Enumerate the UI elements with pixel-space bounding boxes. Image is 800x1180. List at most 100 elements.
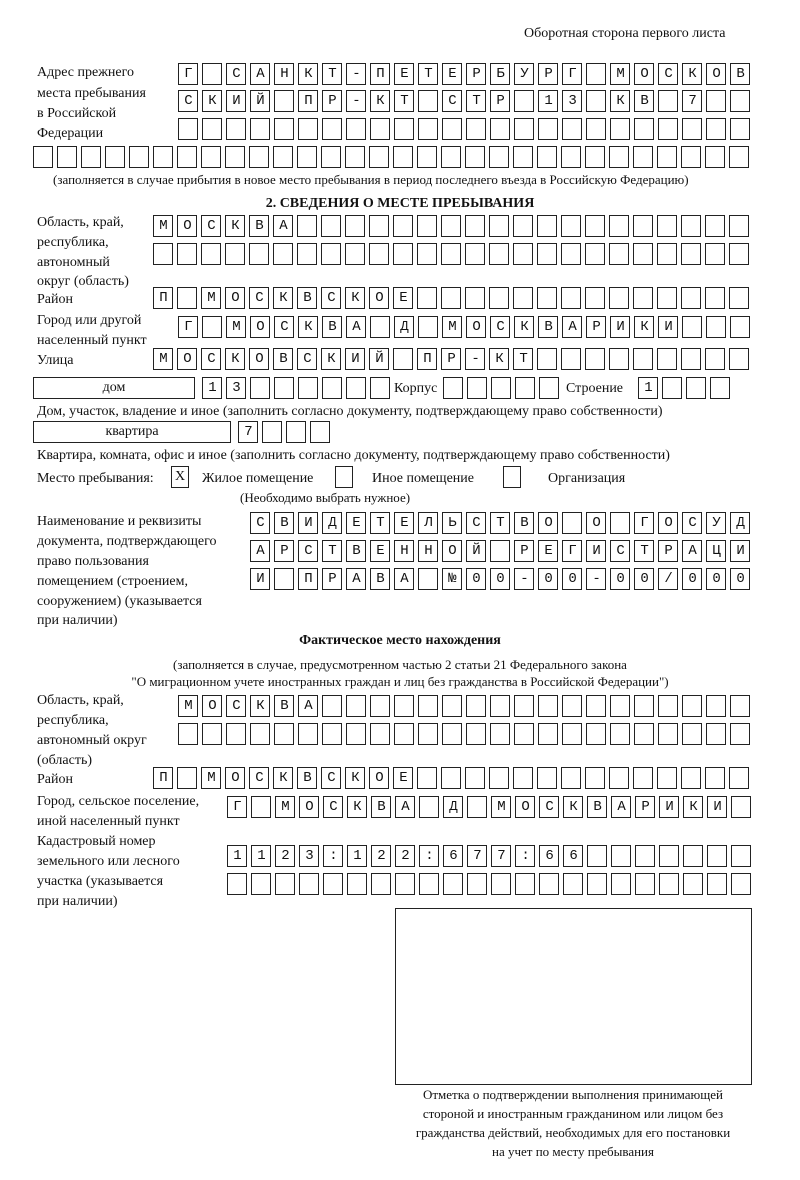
- char-cell[interactable]: [178, 723, 198, 745]
- char-cell[interactable]: [57, 146, 77, 168]
- char-cell[interactable]: [611, 796, 631, 818]
- char-cell[interactable]: [586, 90, 606, 112]
- korpus-row[interactable]: [443, 377, 559, 399]
- char-cell[interactable]: [297, 767, 317, 789]
- char-cell[interactable]: [561, 767, 581, 789]
- char-cell[interactable]: [490, 118, 510, 140]
- char-cell[interactable]: [681, 767, 701, 789]
- char-cell[interactable]: [249, 215, 269, 237]
- char-cell[interactable]: [346, 118, 366, 140]
- char-cell[interactable]: [178, 63, 198, 85]
- char-cell[interactable]: [286, 421, 306, 443]
- char-cell[interactable]: [561, 348, 581, 370]
- char-cell[interactable]: [610, 316, 630, 338]
- char-cell[interactable]: [370, 377, 390, 399]
- char-cell[interactable]: [730, 568, 750, 590]
- char-cell[interactable]: [250, 118, 270, 140]
- char-cell[interactable]: [346, 695, 366, 717]
- char-cell[interactable]: [658, 316, 678, 338]
- char-cell[interactable]: [310, 421, 330, 443]
- char-cell[interactable]: [514, 540, 534, 562]
- char-cell[interactable]: [681, 348, 701, 370]
- char-cell[interactable]: [298, 723, 318, 745]
- char-cell[interactable]: [393, 146, 413, 168]
- char-cell[interactable]: [322, 90, 342, 112]
- char-cell[interactable]: [682, 90, 702, 112]
- char-cell[interactable]: [298, 512, 318, 534]
- char-cell[interactable]: [537, 348, 557, 370]
- char-cell[interactable]: [563, 796, 583, 818]
- char-cell[interactable]: [706, 63, 726, 85]
- char-cell[interactable]: [442, 118, 462, 140]
- char-cell[interactable]: [251, 845, 271, 867]
- char-cell[interactable]: [562, 723, 582, 745]
- char-cell[interactable]: [321, 243, 341, 265]
- char-cell[interactable]: [705, 215, 725, 237]
- char-cell[interactable]: [634, 540, 654, 562]
- char-cell[interactable]: [323, 796, 343, 818]
- char-cell[interactable]: [442, 316, 462, 338]
- char-cell[interactable]: [585, 767, 605, 789]
- char-cell[interactable]: [467, 796, 487, 818]
- char-cell[interactable]: [274, 118, 294, 140]
- char-cell[interactable]: [345, 767, 365, 789]
- char-cell[interactable]: [153, 243, 173, 265]
- char-cell[interactable]: [417, 215, 437, 237]
- doc-row-1[interactable]: СВИДЕТЕЛЬСТВО О ГОСУД: [250, 512, 750, 534]
- char-cell[interactable]: [633, 146, 653, 168]
- char-cell[interactable]: [442, 90, 462, 112]
- char-cell[interactable]: [514, 568, 534, 590]
- char-cell[interactable]: [513, 215, 533, 237]
- char-cell[interactable]: [658, 568, 678, 590]
- char-cell[interactable]: [658, 512, 678, 534]
- char-cell[interactable]: [586, 540, 606, 562]
- char-cell[interactable]: [250, 377, 270, 399]
- char-cell[interactable]: [201, 348, 221, 370]
- char-cell[interactable]: [634, 723, 654, 745]
- char-cell[interactable]: [443, 873, 463, 895]
- char-cell[interactable]: [562, 540, 582, 562]
- char-cell[interactable]: [346, 90, 366, 112]
- char-cell[interactable]: [297, 243, 317, 265]
- char-cell[interactable]: [275, 845, 295, 867]
- char-cell[interactable]: [705, 146, 725, 168]
- char-cell[interactable]: [489, 215, 509, 237]
- char-cell[interactable]: [178, 118, 198, 140]
- char-cell[interactable]: [346, 568, 366, 590]
- char-cell[interactable]: [706, 316, 726, 338]
- char-cell[interactable]: [274, 540, 294, 562]
- char-cell[interactable]: [682, 63, 702, 85]
- char-cell[interactable]: [371, 845, 391, 867]
- char-cell[interactable]: [81, 146, 101, 168]
- char-cell[interactable]: [105, 146, 125, 168]
- char-cell[interactable]: [275, 796, 295, 818]
- char-cell[interactable]: [370, 540, 390, 562]
- char-cell[interactable]: [441, 215, 461, 237]
- char-cell[interactable]: [274, 723, 294, 745]
- char-cell[interactable]: [638, 377, 658, 399]
- char-cell[interactable]: [538, 63, 558, 85]
- doc-row-2[interactable]: АРСТВЕННОЙ РЕГИСТРАЦИ: [250, 540, 750, 562]
- char-cell[interactable]: [465, 215, 485, 237]
- char-cell[interactable]: [249, 287, 269, 309]
- char-cell[interactable]: [706, 723, 726, 745]
- char-cell[interactable]: [298, 63, 318, 85]
- char-cell[interactable]: [345, 287, 365, 309]
- char-cell[interactable]: [490, 723, 510, 745]
- char-cell[interactable]: [227, 873, 247, 895]
- char-cell[interactable]: [609, 146, 629, 168]
- char-cell[interactable]: [417, 287, 437, 309]
- char-cell[interactable]: [321, 348, 341, 370]
- char-cell[interactable]: [226, 90, 246, 112]
- char-cell[interactable]: [707, 873, 727, 895]
- char-cell[interactable]: [635, 845, 655, 867]
- char-cell[interactable]: [514, 118, 534, 140]
- char-cell[interactable]: [273, 215, 293, 237]
- char-cell[interactable]: [394, 316, 414, 338]
- char-cell[interactable]: [490, 568, 510, 590]
- char-cell[interactable]: [153, 348, 173, 370]
- char-cell[interactable]: [297, 215, 317, 237]
- checkbox-other-premises[interactable]: [335, 466, 353, 488]
- char-cell[interactable]: [658, 540, 678, 562]
- char-cell[interactable]: [633, 215, 653, 237]
